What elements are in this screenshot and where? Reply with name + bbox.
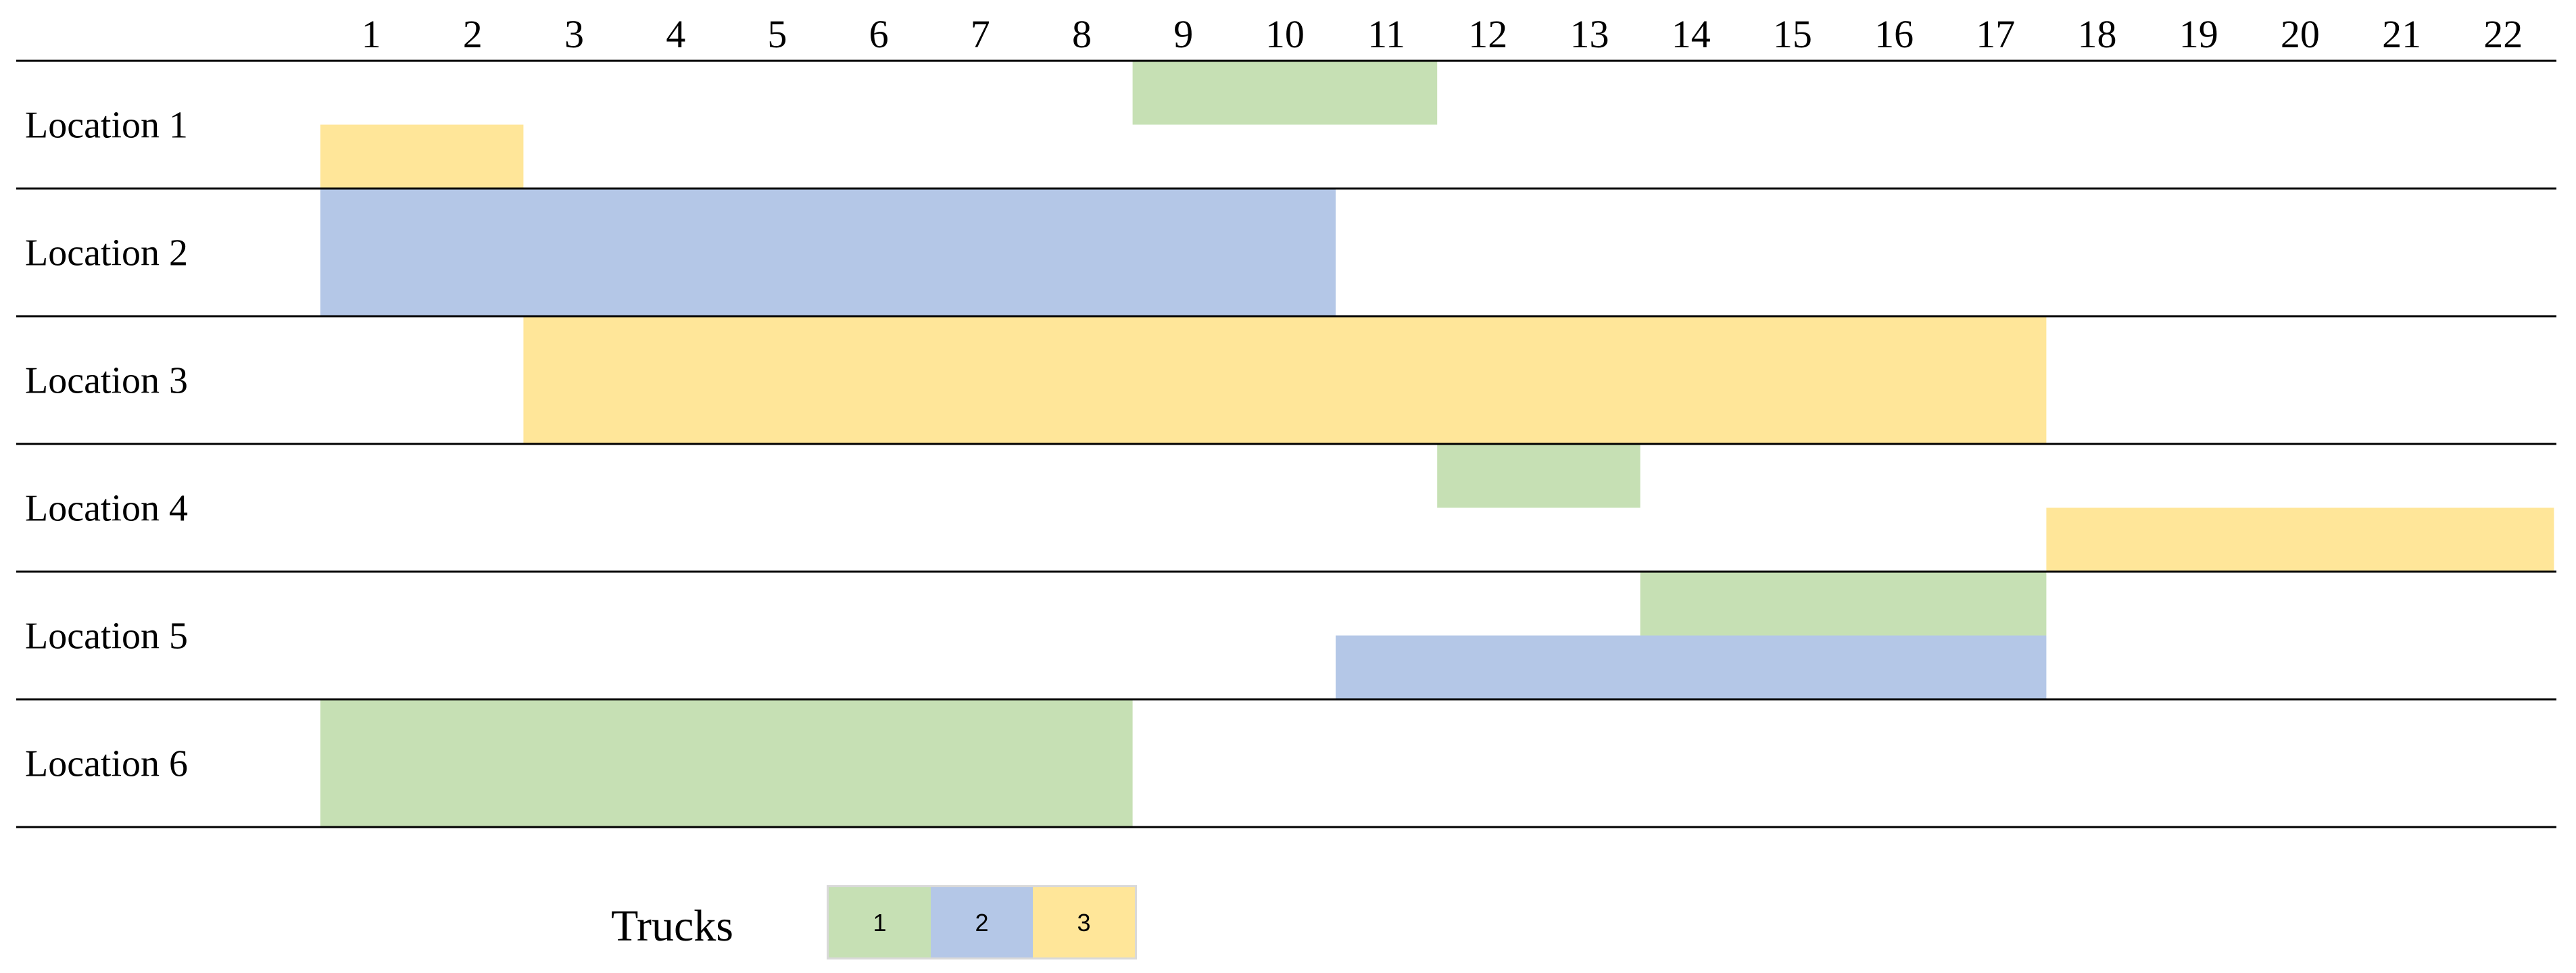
x-tick-label: 11 xyxy=(1367,12,1405,56)
x-tick-label: 9 xyxy=(1173,12,1193,56)
row-labels: Location 1 Location 2 Location 3 Location 4… xyxy=(25,105,188,785)
legend-label-truck-2: 2 xyxy=(975,909,988,937)
x-tick-label: 4 xyxy=(666,12,685,56)
legend-label-truck-1: 1 xyxy=(873,909,886,937)
task-bar-location-1-truck-3 xyxy=(320,124,524,189)
legend-swatch-truck-2 xyxy=(931,887,1033,957)
legend: Trucks 1 2 3 xyxy=(611,885,1137,959)
row-label: Location 5 xyxy=(25,616,188,657)
row-label: Location 1 xyxy=(25,105,188,147)
legend-title: Trucks xyxy=(611,901,733,951)
x-tick-label: 22 xyxy=(2483,12,2523,56)
row-label: Location 6 xyxy=(25,743,188,785)
x-tick-label: 21 xyxy=(2382,12,2421,56)
task-bar-location-5-truck-1 xyxy=(1640,572,2047,636)
x-tick-label: 19 xyxy=(2179,12,2218,56)
x-tick-label: 3 xyxy=(564,12,584,56)
task-bar-location-4-truck-3 xyxy=(2046,507,2554,572)
legend-entries: 1 2 3 xyxy=(827,885,1137,959)
task-bar-location-4-truck-1 xyxy=(1437,444,1641,508)
x-axis-tick-labels: 1 2 3 4 5 6 7 8 9 10 11 12 13 14 15 16 17 18 19 20 21 22 xyxy=(362,12,2523,56)
task-bar-location-3-truck-3 xyxy=(523,316,2047,444)
legend-swatch-truck-1 xyxy=(829,887,931,957)
row-label: Location 4 xyxy=(25,488,188,530)
x-tick-label: 7 xyxy=(971,12,990,56)
row-dividers xyxy=(16,59,2556,828)
x-tick-label: 13 xyxy=(1570,12,1609,56)
x-tick-label: 2 xyxy=(463,12,483,56)
x-tick-label: 1 xyxy=(362,12,381,56)
row-label: Location 3 xyxy=(25,360,188,402)
x-tick-label: 12 xyxy=(1468,12,1507,56)
task-bar-location-2-truck-2 xyxy=(320,189,1336,316)
row-label: Location 2 xyxy=(25,232,188,274)
x-tick-label: 18 xyxy=(2078,12,2117,56)
x-tick-label: 17 xyxy=(1976,12,2015,56)
x-tick-label: 15 xyxy=(1773,12,1812,56)
x-tick-label: 5 xyxy=(767,12,787,56)
x-tick-label: 8 xyxy=(1072,12,1092,56)
task-bar-location-6-truck-1 xyxy=(320,699,1133,827)
x-tick-label: 14 xyxy=(1672,12,1711,56)
x-tick-label: 6 xyxy=(869,12,889,56)
legend-label-truck-3: 3 xyxy=(1077,909,1090,937)
task-bars xyxy=(320,61,2554,827)
legend-swatch-truck-3 xyxy=(1033,887,1135,957)
x-tick-label: 16 xyxy=(1874,12,1914,56)
x-tick-label: 20 xyxy=(2281,12,2320,56)
x-tick-label: 10 xyxy=(1265,12,1305,56)
task-bar-location-1-truck-1 xyxy=(1132,61,1438,125)
task-bar-location-5-truck-2 xyxy=(1336,635,2047,699)
